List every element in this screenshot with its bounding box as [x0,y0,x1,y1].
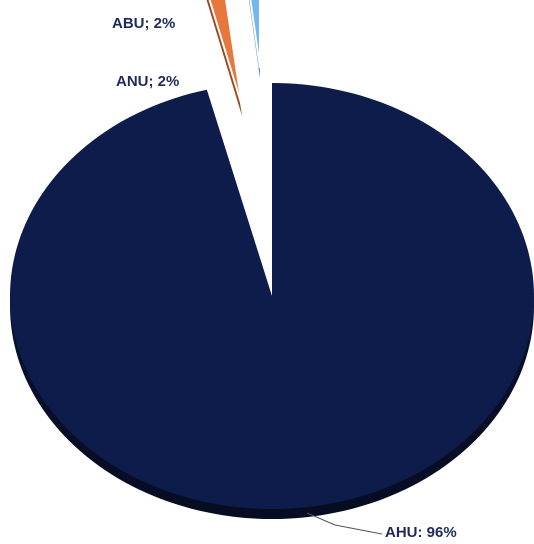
pie-slice-anu [208,0,243,107]
leader-line-ahu [306,512,383,535]
pie-slice-abu [249,0,261,69]
data-labels: AHU: 96% ANU; 2% ABU; 2% [112,15,457,541]
data-label-abu: ABU; 2% [112,15,175,32]
pie-slice-side-anu [206,0,242,116]
leader-lines [306,512,383,535]
pie-slice-ahu [9,83,534,510]
data-label-ahu: AHU: 96% [385,524,457,541]
data-label-anu: ANU; 2% [116,73,179,90]
slices-layer [9,0,534,520]
